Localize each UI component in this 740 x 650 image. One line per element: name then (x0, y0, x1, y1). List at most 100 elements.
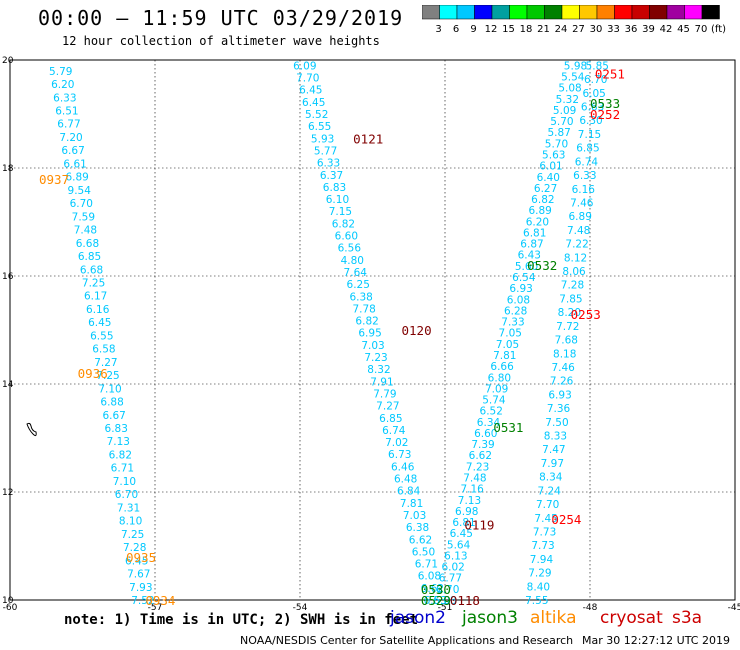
wave-height-value: 7.28 (123, 542, 146, 554)
pass-time-label: 0120 (402, 323, 432, 338)
wave-height-value: 7.02 (385, 437, 408, 449)
wave-height-value: 6.89 (65, 172, 88, 184)
wave-height-value: 7.09 (485, 383, 508, 395)
wave-height-value: 7.03 (361, 340, 384, 352)
colorbar-tick-label: 70 (695, 24, 708, 35)
wave-height-value: 6.16 (572, 184, 596, 196)
x-tick-label: -51 (438, 603, 453, 613)
wave-height-value: 7.46 (551, 362, 575, 374)
wave-height-value: 7.26 (550, 376, 574, 388)
wave-height-value: 5.54 (561, 72, 585, 84)
wave-height-value: 7.15 (329, 206, 352, 218)
wave-height-value: 6.93 (509, 283, 532, 295)
wave-height-value: 6.45 (125, 555, 148, 567)
wave-height-value: 6.33 (317, 158, 340, 170)
wave-height-value: 6.62 (469, 450, 492, 462)
wave-height-value: 6.09 (293, 60, 316, 72)
pass-time-label: 0532 (527, 258, 557, 273)
wave-height-value: 6.70 (70, 198, 93, 210)
map-frame (9, 59, 736, 601)
wave-height-value: 6.48 (394, 474, 417, 486)
pass-time-label: 0936 (78, 366, 108, 381)
wave-height-value: 7.55 (525, 595, 548, 607)
wave-height-value: 6.81 (523, 227, 546, 239)
y-tick-label: 16 (2, 272, 14, 282)
island-outline (26, 422, 37, 437)
wave-height-value: 7.73 (533, 526, 556, 538)
wave-height-value: 9.54 (68, 185, 92, 197)
wave-height-value: 6.71 (415, 559, 438, 571)
wave-height-value: 7.36 (547, 403, 571, 415)
wave-height-value: 6.20 (51, 79, 74, 91)
wave-height-value: 6.62 (421, 583, 444, 595)
wave-height-value: 6.16 (86, 304, 110, 316)
pass-time-label: 0118 (450, 593, 480, 608)
wave-height-value: 6.82 (355, 316, 378, 328)
wave-height-value: 7.59 (72, 211, 95, 223)
colorbar-tick-label: 39 (642, 24, 655, 35)
pass-time-label: 0119 (464, 517, 494, 532)
wave-height-value: 6.84 (397, 486, 421, 498)
wave-height-value: 6.61 (63, 158, 86, 170)
wave-height-value: 5.52 (305, 109, 328, 121)
wave-height-value: 7.27 (376, 401, 399, 413)
colorbar-tick-label: 3 (435, 24, 441, 35)
credit-line: NOAA/NESDIS Center for Satellite Applica… (240, 634, 574, 647)
wave-height-value: 8.32 (367, 364, 390, 376)
pass-time-label: 0253 (571, 307, 601, 322)
wave-height-value: 6.45 (450, 528, 473, 540)
wave-height-value: 4.80 (341, 255, 364, 267)
wave-height-value: 7.05 (496, 339, 519, 351)
wave-height-value: 5.87 (547, 127, 570, 139)
wave-height-value: 6.08 (418, 571, 441, 583)
page-subtitle: 12 hour collection of altimeter wave hei… (62, 34, 380, 48)
wave-height-value: 6.73 (388, 449, 411, 461)
wave-height-value: 6.67 (102, 410, 125, 422)
wave-height-value: 7.39 (471, 439, 494, 451)
wave-height-value: 7.70 (296, 73, 319, 85)
x-tick-label: -45 (728, 603, 740, 613)
wave-height-value: 6.67 (61, 145, 84, 157)
wave-height-value: 6.38 (349, 291, 372, 303)
wave-height-value: 7.23 (364, 352, 387, 364)
wave-height-value: 6.62 (409, 534, 432, 546)
wave-height-value: 6.30 (579, 115, 602, 127)
wave-height-value: 5.32 (556, 94, 579, 106)
wave-height-value: 6.55 (90, 330, 113, 342)
wave-height-value: 6.89 (528, 205, 551, 217)
pass-time-label: 0529 (421, 593, 451, 608)
wave-height-value: 7.50 (545, 417, 568, 429)
colorbar-tick-label: 45 (677, 24, 690, 35)
wave-height-value: 7.03 (403, 510, 426, 522)
wave-height-value: 7.48 (74, 225, 97, 237)
x-tick-label: -60 (3, 603, 18, 613)
wave-height-value: 5.85 (586, 60, 609, 72)
wave-height-value: 6.51 (55, 105, 78, 117)
wave-height-value: 6.05 (582, 88, 605, 100)
wave-height-value: 6.52 (480, 406, 503, 418)
wave-height-value: 7.97 (541, 458, 564, 470)
wave-height-value: 6.60 (474, 428, 497, 440)
wave-height-value: 7.13 (458, 495, 481, 507)
pass-time-label: 0935 (126, 550, 156, 565)
wave-height-value: 7.29 (528, 568, 551, 580)
x-tick-label: -54 (293, 603, 308, 613)
wave-height-value: 6.95 (358, 328, 381, 340)
wave-height-value: 6.58 (92, 344, 115, 356)
wave-height-value: 5.08 (558, 83, 581, 95)
wave-height-value: 6.85 (78, 251, 101, 263)
wave-height-value: 8.18 (553, 348, 576, 360)
wave-height-value: 7.85 (559, 293, 582, 305)
wave-height-value: 7.27 (94, 357, 117, 369)
wave-height-value: 6.45 (302, 97, 325, 109)
wave-height-value: 5.79 (49, 66, 72, 78)
wave-height-value: 6.08 (433, 595, 456, 607)
wave-height-value: 7.72 (556, 321, 579, 333)
pass-time-label: 0531 (493, 420, 523, 435)
wave-height-value: 6.66 (490, 361, 514, 373)
wave-height-value: 6.70 (115, 489, 138, 501)
wave-height-value: 7.28 (561, 280, 584, 292)
wave-height-value: 6.81 (452, 517, 475, 529)
wave-height-value: 7.68 (555, 335, 578, 347)
pass-time-label: 0254 (551, 512, 581, 527)
